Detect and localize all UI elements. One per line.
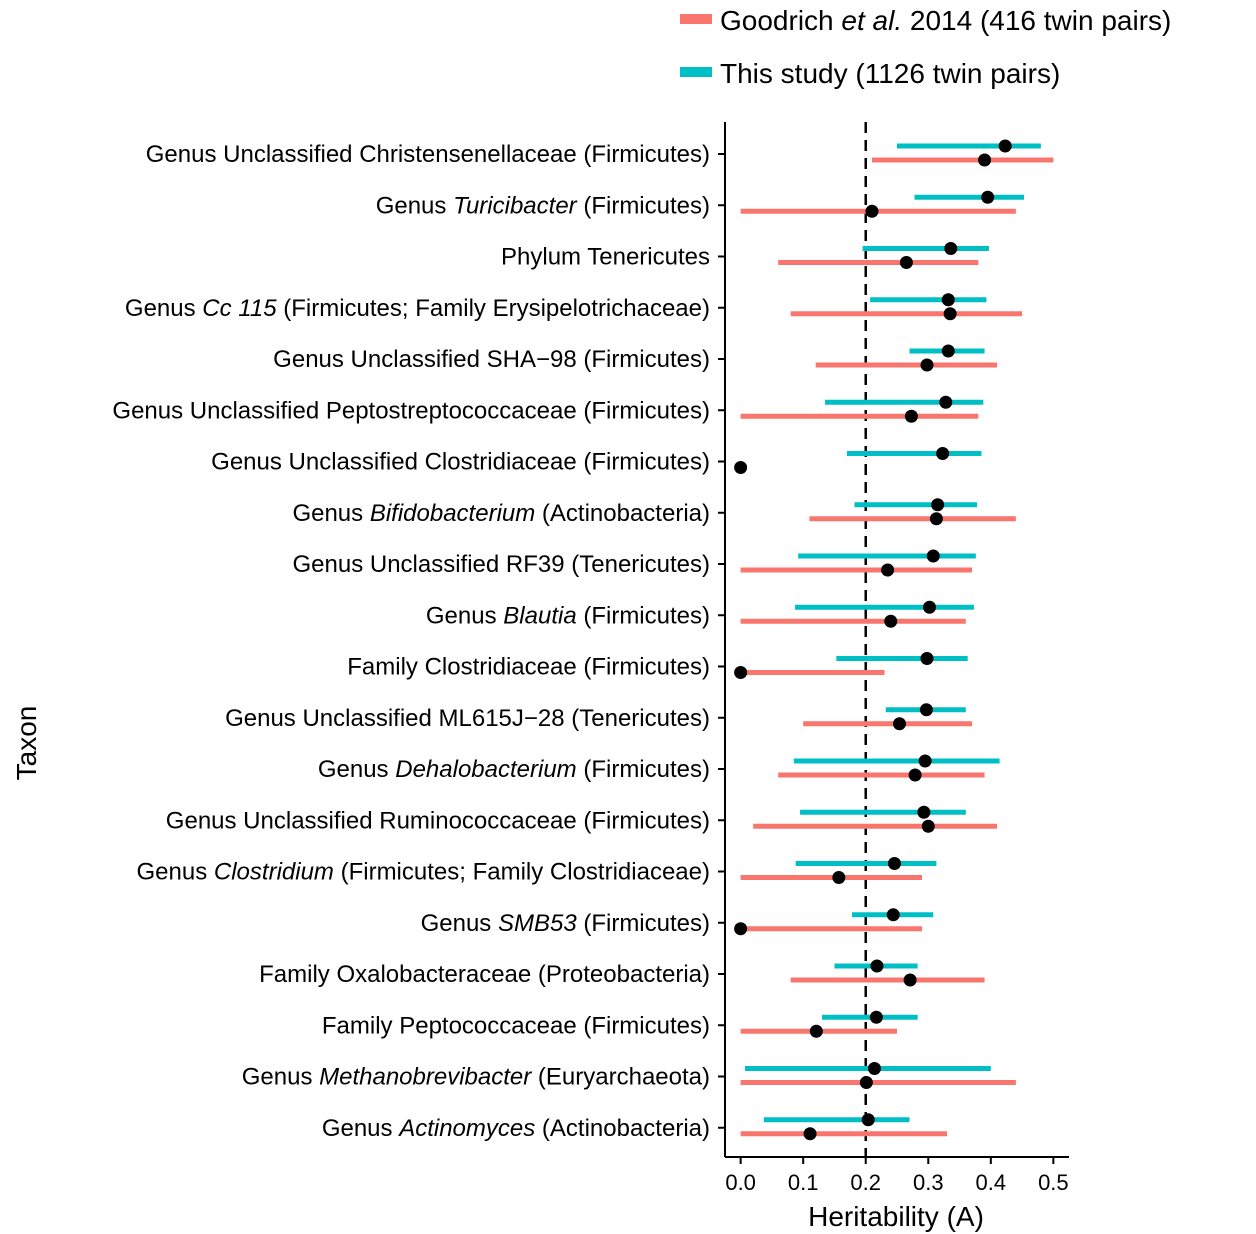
x-tick-label: 0.4	[976, 1170, 1007, 1195]
goodrich-estimate-point	[734, 461, 748, 474]
goodrich-estimate-point	[884, 614, 898, 628]
y-axis-title: Taxon	[11, 706, 42, 781]
goodrich-estimate-point	[943, 307, 957, 321]
legend-swatch-this	[680, 67, 712, 77]
this-estimate-point	[869, 1010, 883, 1024]
legend-swatch-goodrich	[680, 14, 712, 24]
taxon-label: Family Peptococcaceae (Firmicutes)	[322, 1012, 710, 1039]
goodrich-estimate-point	[921, 819, 935, 833]
taxon-label: Genus Methanobrevibacter (Euryarchaeota)	[242, 1064, 710, 1091]
this-estimate-point	[917, 805, 931, 819]
goodrich-estimate-point	[908, 768, 922, 782]
goodrich-estimate-point	[929, 512, 943, 526]
goodrich-estimate-point	[734, 666, 748, 679]
this-estimate-point	[870, 959, 884, 973]
x-tick-label: 0.2	[850, 1170, 881, 1195]
this-estimate-point	[867, 1062, 881, 1075]
goodrich-estimate-point	[832, 871, 846, 884]
this-estimate-point	[944, 242, 958, 255]
goodrich-estimate-point	[859, 1076, 873, 1089]
this-estimate-point	[920, 652, 934, 665]
taxon-label: Genus Actinomyces (Actinobacteria)	[322, 1115, 710, 1142]
taxon-label: Genus Unclassified RF39 (Tenericutes)	[292, 551, 710, 578]
this-estimate-point	[998, 139, 1012, 153]
taxon-label: Genus Blautia (Firmicutes)	[426, 602, 710, 629]
this-estimate-point	[861, 1113, 875, 1127]
this-estimate-point	[941, 293, 955, 307]
goodrich-estimate-point	[893, 717, 907, 731]
taxon-label: Genus Unclassified Ruminococcaceae (Firm…	[166, 807, 710, 834]
goodrich-estimate-point	[978, 153, 992, 167]
goodrich-estimate-point	[803, 1127, 817, 1141]
this-estimate-point	[923, 600, 937, 614]
taxon-label: Genus Unclassified Christensenellaceae (…	[146, 141, 710, 168]
x-axis-title: Heritability (A)	[808, 1201, 984, 1232]
this-estimate-point	[926, 549, 940, 563]
goodrich-estimate-point	[734, 922, 748, 936]
taxon-label: Genus Dehalobacterium (Firmicutes)	[318, 756, 710, 783]
this-estimate-point	[936, 447, 950, 460]
taxon-label: Genus Unclassified Clostridiaceae (Firmi…	[211, 449, 710, 476]
this-estimate-point	[981, 190, 995, 204]
x-tick-label: 0.1	[788, 1170, 819, 1195]
this-estimate-point	[886, 908, 900, 922]
legend: Goodrich et al. 2014 (416 twin pairs) Thi…	[680, 5, 1171, 89]
legend-label-this: This study (1126 twin pairs)	[720, 58, 1060, 89]
goodrich-estimate-point	[920, 358, 934, 372]
this-estimate-point	[939, 395, 953, 409]
taxon-label: Genus SMB53 (Firmicutes)	[421, 910, 710, 937]
this-estimate-point	[887, 857, 901, 870]
x-tick-label: 0.5	[1038, 1170, 1069, 1195]
chart-marks	[734, 139, 1054, 1141]
legend-label-goodrich: Goodrich et al. 2014 (416 twin pairs)	[720, 5, 1171, 36]
this-estimate-point	[941, 344, 955, 358]
this-estimate-point	[918, 754, 932, 768]
this-estimate-point	[931, 498, 945, 512]
taxon-labels: Genus Unclassified Christensenellaceae (…	[112, 141, 710, 1142]
taxon-label: Genus Unclassified ML615J−28 (Tenericute…	[225, 705, 710, 732]
goodrich-estimate-point	[904, 409, 918, 423]
axes: 0.0 0.1 0.2 0.3 0.4 0.5	[718, 122, 1069, 1195]
goodrich-estimate-point	[809, 1024, 823, 1038]
goodrich-estimate-point	[865, 204, 879, 218]
this-estimate-point	[919, 703, 933, 717]
taxon-label: Genus Unclassified SHA−98 (Firmicutes)	[273, 346, 710, 373]
x-tick-label: 0.3	[913, 1170, 944, 1195]
taxon-label: Genus Bifidobacterium (Actinobacteria)	[292, 500, 710, 527]
taxon-label: Family Oxalobacteraceae (Proteobacteria)	[259, 961, 710, 988]
x-tick-label: 0.0	[725, 1170, 756, 1195]
goodrich-estimate-point	[899, 256, 913, 269]
taxon-label: Genus Cc 115 (Firmicutes; Family Erysipe…	[125, 295, 710, 322]
taxon-label: Genus Unclassified Peptostreptococcaceae…	[112, 397, 710, 424]
taxon-label: Phylum Tenericutes	[501, 244, 710, 271]
taxon-label: Genus Turicibacter (Firmicutes)	[376, 192, 710, 219]
goodrich-estimate-point	[903, 973, 917, 987]
taxon-label: Family Clostridiaceae (Firmicutes)	[347, 654, 710, 681]
taxon-label: Genus Clostridium (Firmicutes; Family Cl…	[137, 859, 711, 886]
goodrich-estimate-point	[881, 563, 895, 577]
